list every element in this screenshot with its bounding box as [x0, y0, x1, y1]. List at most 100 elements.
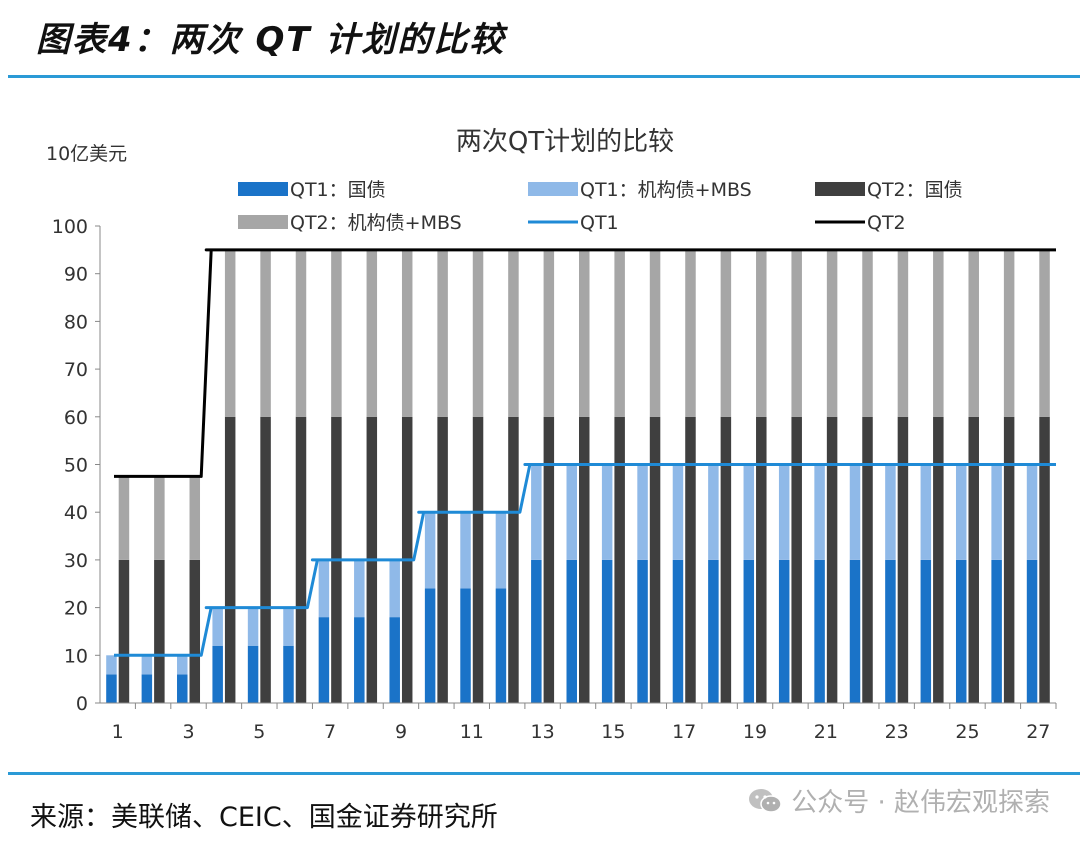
bar-segment: [955, 559, 967, 703]
bar-segment: [366, 249, 378, 417]
bar-segment: [685, 249, 696, 417]
x-tick-label: 25: [955, 721, 979, 743]
bar-segment: [1003, 416, 1015, 703]
bar-segment: [791, 249, 802, 417]
bar-segment: [778, 464, 790, 560]
chart-legend: QT1：国债 QT1：机构债+MBS QT2：国债 QT2：机构债+MBS QT1 QT2: [238, 179, 963, 234]
bar-segment: [791, 416, 802, 703]
bar-segment: [637, 464, 648, 560]
y-tick-label: 40: [64, 502, 88, 524]
bar-segment: [531, 559, 542, 703]
bar-segment: [849, 559, 861, 703]
bar-segment: [756, 249, 767, 417]
bar-segment: [933, 249, 944, 417]
bar-segment: [177, 674, 188, 703]
figure-title: 图表4：两次 QT 计划的比较: [36, 20, 506, 60]
bar-segment: [106, 655, 117, 675]
bar-segment: [920, 559, 932, 703]
bar-segment: [862, 416, 873, 703]
bar-segment: [401, 249, 413, 417]
legend-swatch: [528, 182, 578, 196]
bar-segment: [283, 607, 294, 646]
bar-segment: [720, 249, 732, 417]
bar-segment: [885, 464, 896, 560]
bar-segment: [814, 464, 825, 560]
bar-segment: [508, 249, 519, 417]
y-tick-label: 10: [64, 645, 88, 667]
bar-segment: [283, 645, 294, 703]
bar-segment: [437, 249, 448, 417]
legend-label: QT2: [867, 212, 906, 234]
watermark-text: 公众号 · 赵伟宏观探索: [791, 788, 1050, 818]
bar-segment: [862, 249, 873, 417]
x-tick-label: 21: [814, 721, 838, 743]
qt-comparison-chart: 两次QT计划的比较 10亿美元 QT1：国债 QT1：机构债+MBS QT2：国债Q…: [46, 127, 1057, 743]
legend-label: QT2：国债: [867, 179, 963, 201]
bar-segment: [354, 617, 365, 703]
legend-swatch: [238, 215, 288, 229]
y-tick-label: 20: [64, 598, 88, 620]
bar-segment: [472, 249, 484, 417]
bar-segment: [649, 416, 661, 703]
bar-segment: [295, 416, 307, 703]
bar-segment: [579, 249, 590, 417]
y-axis: 0 10 20 30 40 50 60 70 80 90 100: [52, 216, 101, 715]
bars-layer: [106, 249, 1050, 703]
source-note: 来源：美联储、CEIC、国金证券研究所: [30, 802, 498, 833]
bar-segment: [566, 559, 577, 703]
bar-segment: [991, 559, 1002, 703]
legend-label: QT1: [580, 212, 619, 234]
bar-segment: [1026, 464, 1038, 560]
bar-segment: [756, 416, 767, 703]
y-tick-label: 30: [64, 550, 88, 572]
x-tick-label: 13: [531, 721, 555, 743]
series-line: [114, 248, 1056, 478]
bar-segment: [649, 249, 661, 417]
bar-segment: [685, 416, 696, 703]
bar-segment: [814, 559, 825, 703]
y-tick-label: 90: [64, 264, 88, 286]
legend-item: QT1：国债: [238, 179, 386, 201]
y-tick-label: 70: [64, 359, 88, 381]
bar-segment: [849, 464, 861, 560]
bar-segment: [318, 617, 330, 703]
y-tick-label: 100: [52, 216, 88, 238]
bar-segment: [224, 416, 236, 703]
bar-segment: [601, 559, 613, 703]
watermark: 公众号 · 赵伟宏观探索: [747, 782, 1050, 819]
series-line: [114, 463, 1056, 657]
bar-segment: [424, 588, 436, 703]
bar-segment: [318, 559, 330, 618]
bar-segment: [826, 416, 838, 703]
bar-segment: [614, 416, 625, 703]
bar-segment: [601, 464, 613, 560]
legend-item: QT2：国债: [815, 179, 963, 201]
bar-segment: [508, 416, 519, 703]
y-tick-label: 50: [64, 455, 88, 477]
bar-segment: [543, 249, 555, 417]
bar-segment: [212, 645, 223, 703]
bar-segment: [424, 512, 436, 589]
bar-segment: [897, 249, 909, 417]
legend-swatch: [815, 182, 865, 196]
bar-segment: [260, 249, 271, 417]
y-tick-label: 60: [64, 407, 88, 429]
bar-segment: [897, 416, 909, 703]
y-axis-unit-label: 10亿美元: [46, 143, 127, 165]
bar-segment: [1026, 559, 1038, 703]
bar-segment: [1039, 249, 1050, 417]
legend-swatch: [238, 182, 288, 196]
bar-segment: [118, 476, 130, 560]
bar-segment: [247, 607, 259, 646]
bar-segment: [920, 464, 932, 560]
bar-segment: [354, 559, 365, 618]
x-tick-label: 7: [324, 721, 336, 743]
x-tick-label: 23: [885, 721, 909, 743]
bar-segment: [389, 559, 400, 618]
bar-segment: [968, 416, 979, 703]
bar-segment: [579, 416, 590, 703]
bar-segment: [106, 674, 117, 703]
bar-segment: [968, 249, 979, 417]
bar-segment: [743, 464, 755, 560]
bar-segment: [141, 674, 153, 703]
